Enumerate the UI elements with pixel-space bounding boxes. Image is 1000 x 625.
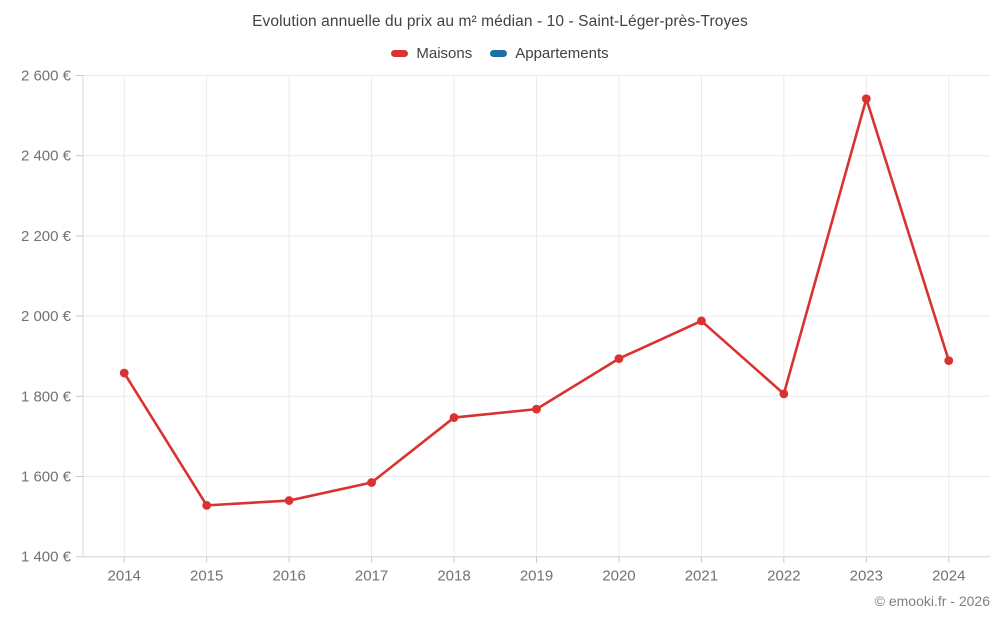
- data-point[interactable]: [861, 94, 871, 104]
- legend-item-appartements[interactable]: Appartements: [490, 45, 609, 62]
- x-tick-label: 2019: [520, 568, 553, 585]
- data-point[interactable]: [202, 500, 212, 510]
- legend-item-maisons[interactable]: Maisons: [391, 45, 472, 62]
- data-point[interactable]: [367, 478, 376, 487]
- y-tick-label: 2 200 €: [21, 228, 72, 245]
- chart-legend: Maisons Appartements: [0, 45, 1000, 62]
- data-point[interactable]: [697, 316, 706, 326]
- y-tick-label: 1 600 €: [21, 469, 72, 486]
- y-tick-label: 2 400 €: [21, 148, 72, 165]
- x-tick-label: 2024: [932, 568, 965, 585]
- y-tick-label: 2 000 €: [21, 308, 72, 325]
- x-tick-label: 2020: [602, 568, 635, 585]
- maisons-swatch-icon: [391, 50, 409, 57]
- x-tick-label: 2016: [272, 568, 305, 585]
- y-tick-label: 1 800 €: [21, 388, 72, 405]
- legend-label-appartements: Appartements: [515, 45, 609, 62]
- x-tick-label: 2018: [437, 568, 470, 585]
- data-point[interactable]: [449, 413, 459, 422]
- x-tick-label: 2014: [108, 568, 141, 585]
- data-point[interactable]: [532, 404, 541, 414]
- data-point[interactable]: [284, 496, 294, 505]
- data-point[interactable]: [944, 356, 954, 366]
- chart-title: Evolution annuelle du prix au m² médian …: [252, 13, 748, 30]
- x-tick-label: 2022: [767, 568, 800, 585]
- legend-label-maisons: Maisons: [416, 45, 473, 62]
- x-tick-label: 2015: [190, 568, 223, 585]
- y-tick-label: 1 400 €: [21, 549, 72, 566]
- y-tick-label: 2 600 €: [21, 68, 72, 85]
- appartements-swatch-icon: [490, 50, 508, 57]
- attribution-text: © emooki.fr - 2026: [874, 593, 990, 609]
- x-tick-label: 2017: [355, 568, 388, 585]
- x-tick-label: 2021: [685, 568, 718, 585]
- data-point[interactable]: [119, 368, 129, 378]
- data-point[interactable]: [614, 354, 624, 364]
- x-tick-label: 2023: [850, 568, 883, 585]
- data-point[interactable]: [779, 389, 789, 399]
